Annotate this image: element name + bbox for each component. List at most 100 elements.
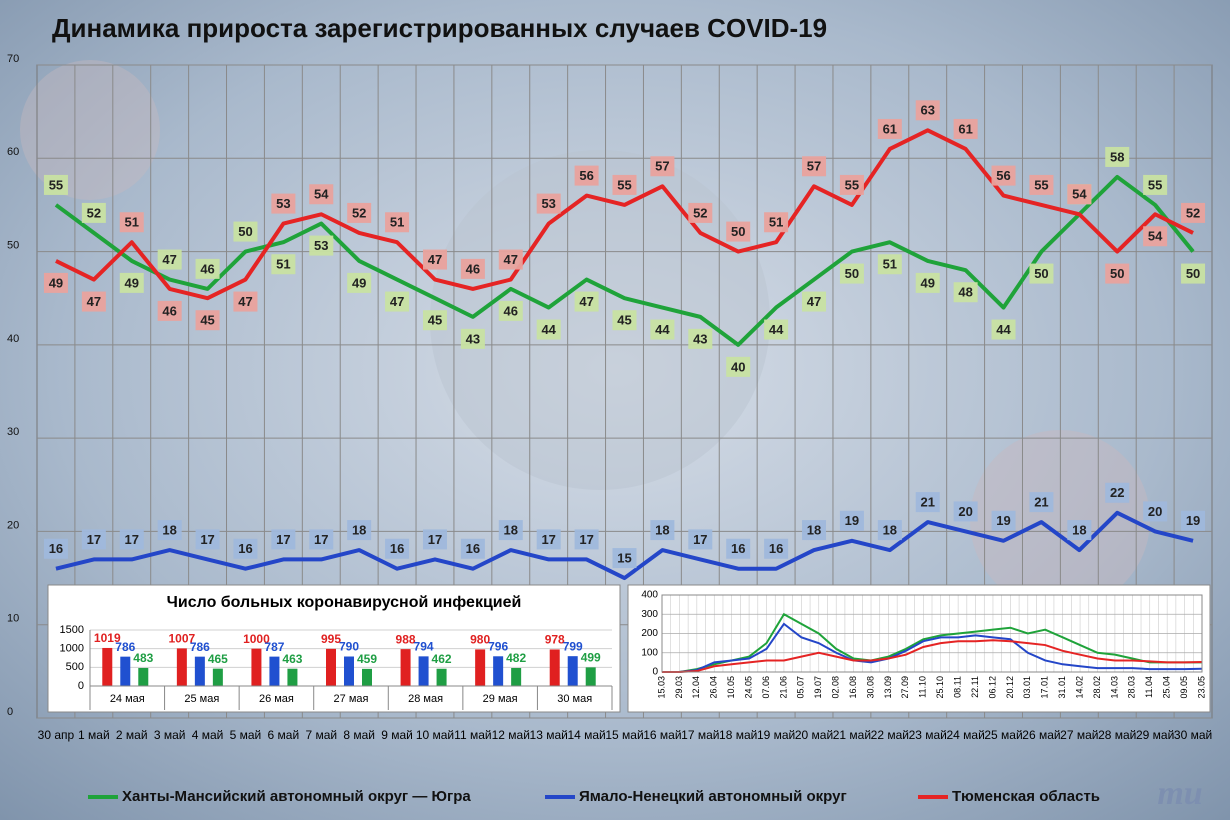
data-label: 53 <box>314 238 328 253</box>
data-label-box <box>991 510 1016 531</box>
x-tick-label: 26 май <box>1022 728 1061 742</box>
data-label: 50 <box>845 266 859 281</box>
data-label-box <box>195 529 220 550</box>
data-label: 57 <box>807 159 821 174</box>
x-tick-label: 06.12 <box>987 676 997 699</box>
x-tick-label: 6 май <box>267 728 300 742</box>
x-tick-label: 29 май <box>1135 728 1175 742</box>
data-label-box <box>1067 520 1092 541</box>
x-tick-label: 16.08 <box>848 676 858 699</box>
x-tick-label: 11.10 <box>918 676 928 698</box>
data-label-box <box>1067 184 1092 205</box>
data-label: 21 <box>1034 495 1048 510</box>
data-label-box <box>157 300 182 321</box>
data-label: 47 <box>428 252 442 267</box>
y-tick-label: 500 <box>66 661 84 673</box>
data-label: 51 <box>769 215 783 230</box>
data-label-box <box>195 258 220 279</box>
data-label-box <box>726 356 751 377</box>
x-tick-label: 28 мая <box>408 693 443 705</box>
x-tick-label: 24 мая <box>110 693 145 705</box>
data-label-box <box>915 272 940 293</box>
x-tick-label-box: 7 май <box>305 728 337 742</box>
x-tick-label: 29.03 <box>674 676 684 699</box>
x-tick-label-box: 21 май <box>833 728 871 742</box>
data-label-box <box>460 328 485 349</box>
x-tick-label: 14.02 <box>1074 676 1084 699</box>
x-tick-label-box: 10 май <box>416 728 454 742</box>
virus-decoration <box>20 60 160 200</box>
data-label-box <box>309 529 334 550</box>
bar <box>400 649 411 686</box>
data-label: 47 <box>807 294 821 309</box>
data-label: 50 <box>731 224 745 239</box>
data-label: 63 <box>920 103 934 118</box>
x-tick-label: 02.08 <box>831 676 841 699</box>
data-label-box <box>688 328 713 349</box>
data-label-box <box>877 118 902 139</box>
x-tick-label: 05.07 <box>796 676 806 699</box>
series-line <box>55 128 1194 301</box>
data-label: 48 <box>958 285 972 300</box>
chart-title: Динамика прироста зарегистрированных слу… <box>52 13 827 43</box>
data-label-box <box>271 254 296 275</box>
data-label-box <box>688 529 713 550</box>
x-tick-label: 3 май <box>153 728 186 742</box>
data-label: 978 <box>545 633 565 647</box>
bar <box>362 668 372 686</box>
data-label-box <box>43 538 68 559</box>
x-tick-label-box: 13 май <box>530 728 568 742</box>
data-label-box <box>81 291 106 312</box>
data-label: 1019 <box>94 631 121 645</box>
data-label: 57 <box>655 159 669 174</box>
data-label-box <box>119 529 144 550</box>
data-label: 16 <box>769 541 783 556</box>
x-tick-label-box: 8 май <box>343 728 375 742</box>
data-label-box <box>536 319 561 340</box>
x-tick-label: 28 май <box>1098 728 1137 742</box>
data-label: 19 <box>996 513 1010 528</box>
x-tick-label: 20.12 <box>1005 676 1015 699</box>
x-tick-label: 19.07 <box>813 676 823 699</box>
data-label-box <box>1105 263 1130 284</box>
bar <box>138 667 149 686</box>
data-label-box <box>726 221 751 242</box>
data-label: 44 <box>996 322 1011 337</box>
plot-frame <box>661 594 1203 673</box>
data-label-box <box>233 538 258 559</box>
data-label-box <box>347 520 372 541</box>
virus-decoration <box>430 150 770 490</box>
data-label-box <box>119 272 144 293</box>
data-label-box <box>839 510 864 531</box>
data-label-box <box>802 156 827 177</box>
data-label-box <box>764 212 789 233</box>
data-label: 54 <box>314 187 329 202</box>
data-label: 786 <box>115 640 135 654</box>
data-label: 46 <box>200 261 214 276</box>
data-label-box <box>612 174 637 195</box>
x-tick-label: 03.01 <box>1022 676 1032 699</box>
data-label: 45 <box>617 313 631 328</box>
data-label: 18 <box>1072 523 1086 538</box>
y-tick-label: 200 <box>641 628 658 639</box>
data-label-box <box>1143 226 1168 247</box>
data-label: 53 <box>541 196 555 211</box>
legend-label: Ямало-Ненецкий автономный округ <box>579 788 847 805</box>
data-label-box <box>309 184 334 205</box>
data-label-box <box>802 291 827 312</box>
x-tick-label: 15 май <box>605 728 644 742</box>
data-label: 55 <box>1148 177 1162 192</box>
data-label-box <box>612 548 637 569</box>
data-label-box <box>650 520 675 541</box>
data-label: 44 <box>541 322 556 337</box>
data-label: 482 <box>506 651 526 665</box>
bar <box>344 656 354 686</box>
x-tick-label: 22.11 <box>970 676 980 698</box>
data-label: 17 <box>87 532 101 547</box>
data-label-box <box>536 529 561 550</box>
x-tick-label: 30 апр <box>37 728 75 742</box>
data-label: 17 <box>125 532 139 547</box>
data-label-box <box>953 282 978 303</box>
data-label: 15 <box>617 551 631 566</box>
y-tick-label: 400 <box>641 590 658 601</box>
